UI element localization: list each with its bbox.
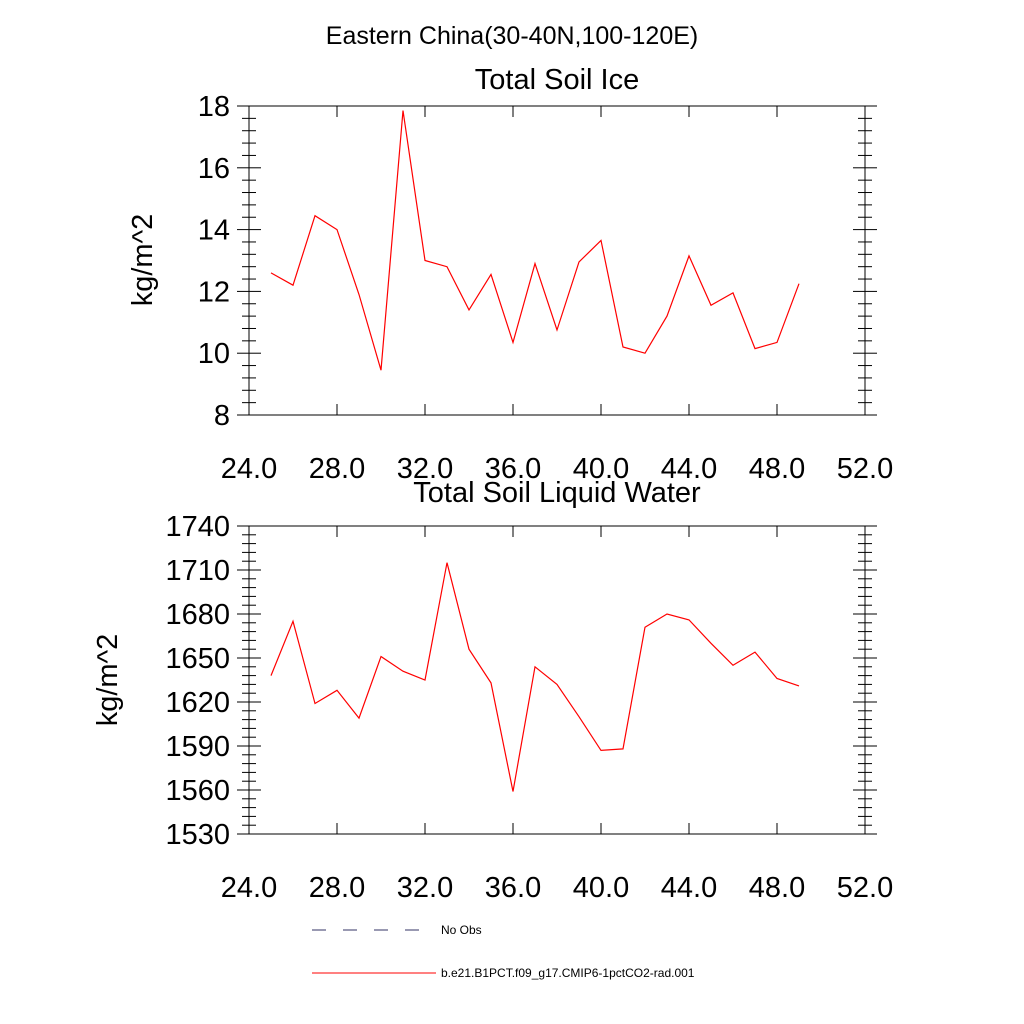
series-line (270, 110, 800, 371)
y-tick-label: 16 (198, 153, 230, 185)
x-tick-label: 40.0 (573, 872, 629, 904)
y-tick-label: 1620 (165, 687, 230, 719)
x-tick-label: 32.0 (397, 872, 453, 904)
x-tick-label: 44.0 (661, 453, 717, 485)
y-tick-label: 1560 (165, 775, 230, 807)
x-tick-label: 24.0 (221, 872, 277, 904)
plot-frame (248, 105, 866, 416)
y-tick-label: 8 (214, 400, 230, 432)
y-tick-label: 1710 (165, 555, 230, 587)
y-tick-label: 10 (198, 338, 230, 370)
y-axis-label: kg/m^2 (127, 214, 159, 307)
x-tick-label: 36.0 (485, 872, 541, 904)
y-tick-label: 1530 (165, 819, 230, 851)
x-tick-label: 36.0 (485, 453, 541, 485)
figure-title: Eastern China(30-40N,100-120E) (326, 22, 698, 50)
x-tick-label: 32.0 (397, 453, 453, 485)
y-tick-label: 1740 (165, 511, 230, 543)
x-tick-label: 48.0 (749, 872, 805, 904)
y-tick-label: 1590 (165, 731, 230, 763)
y-tick-label: 18 (198, 91, 230, 123)
series-line (270, 562, 800, 792)
panel-total-soil-liquid-water: Total Soil Liquid Water kg/m^2 24.0 28.0 3… (92, 477, 893, 904)
x-tick-label: 52.0 (837, 872, 893, 904)
x-tick-label: 28.0 (309, 872, 365, 904)
legend-label-no-obs: No Obs (441, 923, 482, 937)
x-tick-label: 44.0 (661, 872, 717, 904)
x-tick-label: 40.0 (573, 453, 629, 485)
y-tick-label: 12 (198, 276, 230, 308)
legend-label-model-run: b.e21.B1PCT.f09_g17.CMIP6-1pctCO2-rad.00… (441, 966, 695, 980)
y-tick-label: 1680 (165, 599, 230, 631)
x-tick-label: 28.0 (309, 453, 365, 485)
plot-frame (248, 525, 866, 835)
y-tick-label: 1650 (165, 643, 230, 675)
legend: No Obs b.e21.B1PCT.f09_g17.CMIP6-1pctCO2… (312, 923, 695, 980)
x-tick-label: 24.0 (221, 453, 277, 485)
panel-total-soil-ice: Total Soil Ice kg/m^2 24.0 28.0 32.0 36.0 40… (127, 64, 893, 485)
x-tick-label: 52.0 (837, 453, 893, 485)
x-tick-label: 48.0 (749, 453, 805, 485)
panel-title: Total Soil Ice (475, 64, 639, 96)
y-axis-label: kg/m^2 (92, 634, 124, 727)
panel-title: Total Soil Liquid Water (413, 477, 701, 509)
y-tick-label: 14 (198, 215, 230, 247)
